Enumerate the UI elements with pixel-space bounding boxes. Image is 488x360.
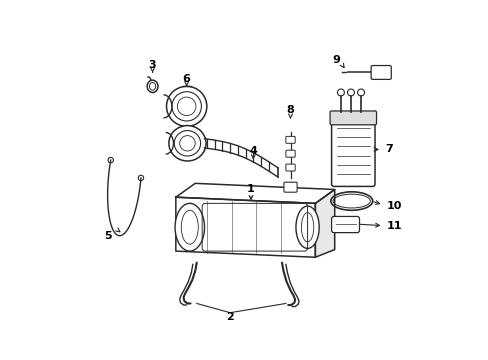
FancyBboxPatch shape — [331, 116, 374, 186]
Text: 2: 2 — [226, 311, 233, 321]
Text: 3: 3 — [148, 60, 156, 70]
Ellipse shape — [175, 203, 204, 251]
Text: 4: 4 — [249, 146, 257, 156]
Text: 11: 11 — [386, 221, 401, 231]
FancyBboxPatch shape — [331, 216, 359, 233]
Polygon shape — [176, 183, 334, 203]
Text: 6: 6 — [183, 73, 190, 84]
Ellipse shape — [295, 206, 319, 248]
Text: 1: 1 — [246, 184, 254, 194]
Text: 9: 9 — [332, 55, 340, 65]
FancyBboxPatch shape — [285, 164, 295, 171]
Ellipse shape — [166, 86, 206, 126]
Ellipse shape — [147, 80, 158, 93]
Polygon shape — [176, 197, 315, 257]
FancyBboxPatch shape — [284, 182, 297, 192]
Polygon shape — [315, 189, 334, 257]
Text: 5: 5 — [103, 231, 111, 241]
Ellipse shape — [168, 126, 205, 161]
FancyBboxPatch shape — [285, 136, 295, 143]
Text: 7: 7 — [384, 144, 392, 154]
FancyBboxPatch shape — [370, 66, 390, 80]
Text: 8: 8 — [286, 105, 294, 115]
Text: 10: 10 — [386, 202, 401, 211]
FancyBboxPatch shape — [329, 111, 376, 125]
FancyBboxPatch shape — [285, 150, 295, 157]
